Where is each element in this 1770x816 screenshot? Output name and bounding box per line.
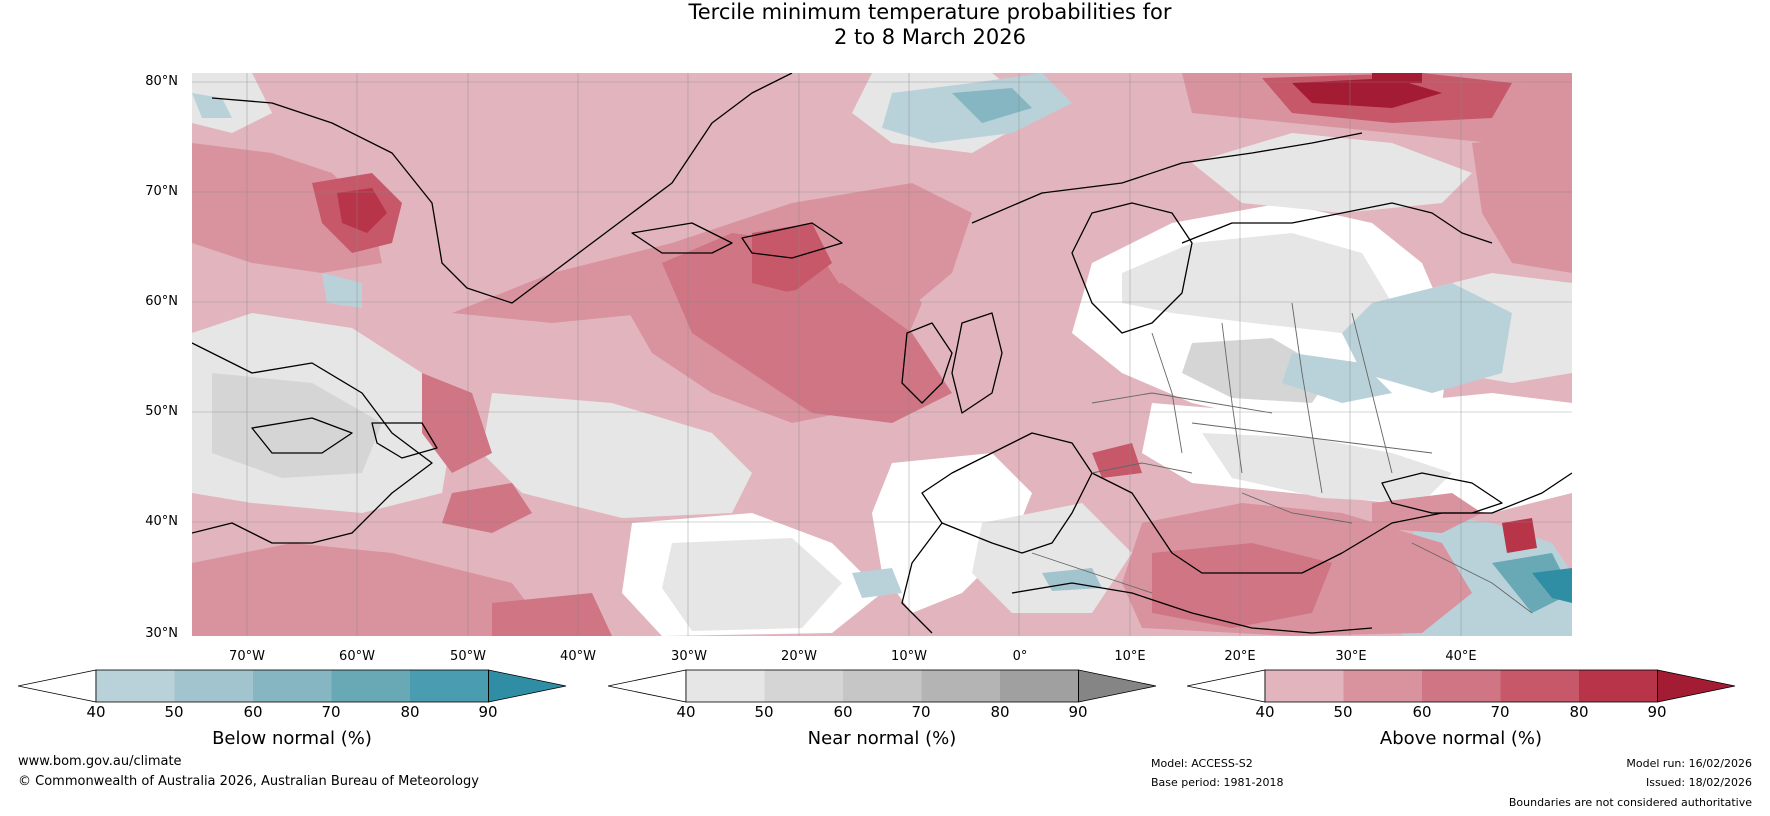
graticule (192, 73, 1572, 636)
colorbar-above-extend-low (1187, 669, 1266, 703)
colorbar-near-swatch-70-80 (921, 670, 1000, 702)
colorbar-above-tick-50: 50 (1333, 703, 1353, 721)
colorbar-near-tick-70: 70 (911, 703, 931, 721)
colorbar-near-normal (608, 669, 1157, 703)
colorbar-below-swatch-40-50 (96, 670, 175, 702)
lon-label-70w: 70°W (229, 649, 265, 664)
colorbar-below-tick-70: 70 (321, 703, 341, 721)
base-period: Base period: 1981-2018 (1151, 776, 1284, 789)
colorbar-above-tick-80: 80 (1569, 703, 1589, 721)
lon-label-40e: 40°E (1445, 649, 1477, 664)
colorbar-below-tick-80: 80 (400, 703, 420, 721)
colorbar-near-swatch-60-70 (843, 670, 922, 702)
model-run-date: Model run: 16/02/2026 (1626, 757, 1752, 770)
map-canvas (192, 73, 1572, 636)
lon-label-30w: 30°W (671, 649, 707, 664)
colorbar-near-extend-low (608, 669, 687, 703)
title-line-2: 2 to 8 March 2026 (834, 25, 1026, 49)
lon-label-10w: 10°W (891, 649, 927, 664)
colorbar-near-swatch-40-50 (686, 670, 765, 702)
above-normal-strong-regions (192, 73, 1572, 636)
lon-label-10e: 10°E (1114, 649, 1146, 664)
lon-label-0: 0° (1012, 649, 1028, 664)
colorbar-below-swatch-50-60 (174, 670, 253, 702)
colorbar-above-tick-70: 70 (1490, 703, 1510, 721)
lat-label-30n: 30°N (145, 626, 178, 641)
colorbar-above-swatch-50-60 (1343, 670, 1422, 702)
colorbar-near-tick-40: 40 (676, 703, 696, 721)
colorbar-above-swatch-70-80 (1500, 670, 1579, 702)
colorbar-near-extend-high (1078, 669, 1157, 703)
lon-label-60w: 60°W (339, 649, 375, 664)
colorbar-below-extend-high (488, 669, 567, 703)
colorbar-above-tick-60: 60 (1412, 703, 1432, 721)
colorbar-above-swatch-40-50 (1265, 670, 1344, 702)
colorbar-above-title: Above normal (%) (1379, 728, 1543, 749)
colorbar-below-swatch-70-80 (331, 670, 410, 702)
colorbar-near-swatch-50-60 (764, 670, 843, 702)
colorbar-below-tick-60: 60 (243, 703, 263, 721)
colorbar-below-swatch-60-70 (253, 670, 332, 702)
colorbar-near-tick-50: 50 (754, 703, 774, 721)
colorbar-below-extend-low (18, 669, 97, 703)
country-borders (1031, 302, 1533, 614)
website-link[interactable]: www.bom.gov.au/climate (18, 754, 182, 769)
colorbar-above-swatch-60-70 (1422, 670, 1501, 702)
lat-label-70n: 70°N (145, 184, 178, 199)
lat-label-80n: 80°N (145, 74, 178, 89)
lat-label-40n: 40°N (145, 514, 178, 529)
lon-label-20e: 20°E (1224, 649, 1256, 664)
colorbar-above-extend-high (1657, 669, 1736, 703)
colorbar-below-tick-40: 40 (86, 703, 106, 721)
issued-date: Issued: 18/02/2026 (1645, 776, 1752, 789)
colorbar-above-swatch-80-90 (1579, 670, 1658, 702)
colorbar-near-tick-60: 60 (833, 703, 853, 721)
colorbar-near-title: Near normal (%) (807, 728, 957, 749)
colorbar-below-swatch-80-90 (410, 670, 489, 702)
boundaries-disclaimer: Boundaries are not considered authoritat… (1508, 796, 1752, 809)
lon-label-20w: 20°W (781, 649, 817, 664)
colorbar-below-tick-50: 50 (164, 703, 184, 721)
model-name: Model: ACCESS-S2 (1151, 757, 1253, 770)
lat-label-50n: 50°N (145, 404, 178, 419)
copyright-text: © Commonwealth of Australia 2026, Austra… (18, 774, 479, 789)
colorbar-below-title: Below normal (%) (212, 728, 372, 749)
colorbar-above-tick-40: 40 (1255, 703, 1275, 721)
colorbar-below-tick-90: 90 (478, 703, 498, 721)
map-title: Tercile minimum temperature probabilitie… (0, 0, 1770, 50)
lon-label-40w: 40°W (560, 649, 596, 664)
lat-label-60n: 60°N (145, 294, 178, 309)
colorbar-near-tick-90: 90 (1068, 703, 1088, 721)
lon-label-50w: 50°W (450, 649, 486, 664)
coastlines (192, 73, 1572, 634)
colorbar-below-normal (18, 669, 567, 703)
lon-label-30e: 30°E (1335, 649, 1367, 664)
title-line-1: Tercile minimum temperature probabilitie… (688, 0, 1172, 24)
colorbar-near-tick-80: 80 (990, 703, 1010, 721)
probability-map (192, 73, 1572, 636)
colorbar-near-swatch-80-90 (1000, 670, 1079, 702)
colorbar-above-tick-90: 90 (1647, 703, 1667, 721)
colorbar-above-normal (1187, 669, 1736, 703)
